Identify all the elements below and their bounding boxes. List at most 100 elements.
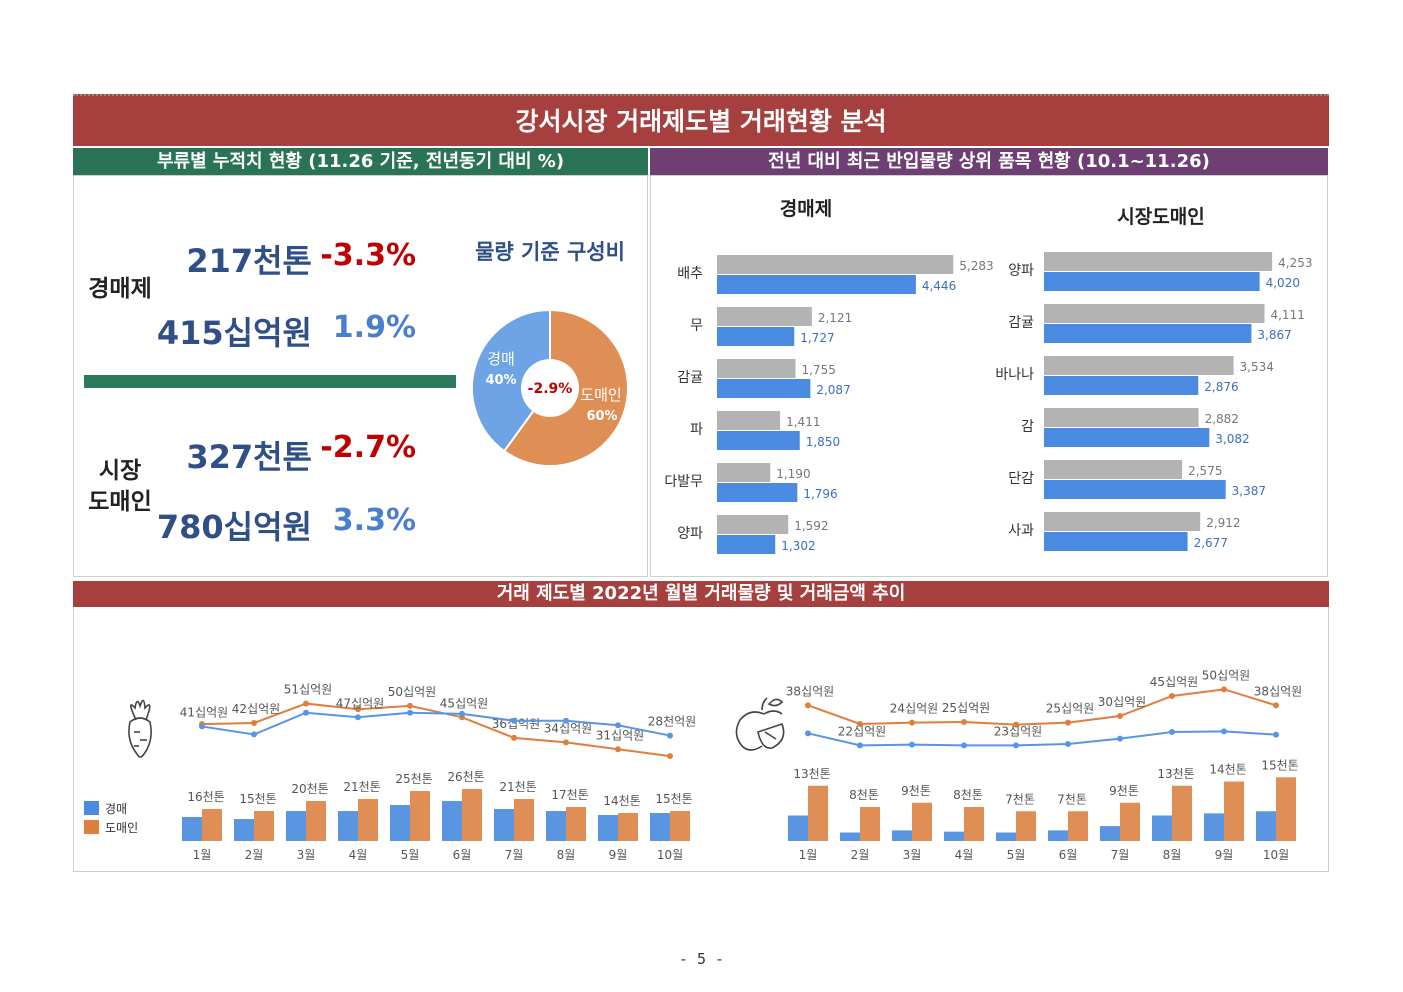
monthly-auction-bar (286, 811, 306, 841)
hbar-curr-bar (717, 483, 798, 502)
hbar-prev-bar (717, 411, 781, 430)
hbar-curr-bar (717, 535, 776, 554)
hbar-category-label: 감귤 (677, 370, 703, 386)
monthly-amount-label: 25십억원 (942, 701, 990, 715)
monthly-wholesale-bar (254, 811, 274, 841)
auction-label: 경매제 (88, 276, 152, 302)
hbar-prev-bar (717, 255, 954, 274)
monthly-auction-bar (442, 801, 462, 841)
monthly-auction-bar (338, 811, 358, 841)
monthly-auction-bar (840, 832, 860, 841)
monthly-axis-label: 3월 (297, 848, 316, 862)
monthly-volume-label: 21천톤 (343, 779, 380, 794)
hbar-value-label: 5,283 (959, 259, 993, 273)
monthly-amount-point (857, 742, 863, 749)
hbar-value-label: 1,592 (794, 519, 828, 533)
hbar-category-label: 양파 (677, 526, 703, 542)
hbar-category-label: 양파 (1008, 263, 1034, 279)
monthly-wholesale-bar (1172, 785, 1192, 841)
monthly-axis-label: 3월 (903, 848, 922, 862)
monthly-volume-label: 25천톤 (395, 771, 432, 786)
legend-swatch (84, 820, 99, 834)
monthly-wholesale-bar (410, 791, 430, 841)
monthly-amount-point (1065, 741, 1071, 747)
wholesale-label-line2: 도매인 (88, 489, 152, 515)
monthly-volume-label: 8천톤 (953, 787, 983, 802)
monthly-axis-label: 10월 (1263, 848, 1289, 862)
monthly-wholesale-bar (860, 807, 880, 841)
monthly-axis-label: 9월 (609, 848, 628, 862)
monthly-amount-point (563, 739, 569, 746)
monthly-volume-label: 7천톤 (1057, 791, 1087, 806)
monthly-axis-label: 1월 (193, 848, 212, 862)
monthly-auction-bar (996, 832, 1016, 841)
monthly-amount-point (667, 732, 673, 739)
monthly-wholesale-bar (202, 809, 222, 841)
monthly-amount-label: 45십억원 (440, 696, 488, 710)
hbar-value-label: 1,850 (806, 435, 840, 449)
monthly-amount-label: 38십억원 (1254, 684, 1302, 698)
monthly-axis-label: 6월 (1059, 848, 1078, 862)
monthly-axis-label: 1월 (799, 848, 818, 862)
monthly-wholesale-bar (1276, 777, 1296, 841)
monthly-volume-label: 21천톤 (499, 779, 536, 794)
legend-label: 경매 (105, 802, 127, 816)
hbar-value-label: 1,727 (800, 331, 834, 345)
cumulative-panel (73, 175, 648, 577)
hbar-value-label: 2,912 (1206, 516, 1240, 530)
monthly-amount-point (511, 717, 517, 724)
hbar-prev-bar (1044, 356, 1234, 375)
monthly-wholesale-bar (808, 785, 828, 841)
monthly-amount-label: 30십억원 (1098, 695, 1146, 709)
hbar-value-label: 1,411 (786, 415, 820, 429)
hbar-curr-bar (1044, 272, 1260, 291)
monthly-amount-point (563, 717, 569, 724)
hbar-curr-bar (1044, 480, 1226, 499)
carrot-icon (128, 699, 152, 758)
hbar-category-label: 다발무 (664, 474, 703, 490)
monthly-wholesale-amount-line (201, 702, 671, 758)
monthly-axis-label: 2월 (245, 848, 264, 862)
monthly-volume-label: 14천톤 (1209, 762, 1246, 777)
monthly-amount-label: 25십억원 (1046, 702, 1094, 716)
monthly-auction-bar (494, 809, 514, 841)
monthly-axis-label: 9월 (1215, 848, 1234, 862)
monthly-volume-label: 13천톤 (1157, 766, 1194, 781)
hbar-prev-bar (717, 515, 789, 534)
hbar-curr-bar (1044, 376, 1199, 395)
monthly-volume-label: 14천톤 (603, 793, 640, 808)
hbar-prev-bar (717, 307, 812, 326)
monthly-axis-label: 8월 (1163, 848, 1182, 862)
hbar-curr-bar (717, 275, 916, 294)
top-items-panel (650, 175, 1328, 577)
auction-volume-change: -3.3% (320, 238, 416, 273)
monthly-amount-point (355, 714, 361, 721)
monthly-axis-label: 4월 (955, 848, 974, 862)
monthly-auction-amount-line (807, 730, 1277, 747)
monthly-auction-bar (234, 819, 254, 841)
monthly-auction-bar (788, 815, 808, 841)
monthly-volume-label: 15천톤 (1261, 757, 1298, 772)
hbar-value-label: 1,302 (781, 539, 815, 553)
donut-wholesale-pct: 60% (586, 409, 617, 424)
donut-slice-wholesale (502, 308, 629, 467)
hbar-value-label: 4,446 (922, 279, 956, 293)
hbar-value-label: 2,876 (1204, 380, 1238, 394)
apple-icon (735, 697, 785, 751)
hbar-value-label: 4,020 (1266, 276, 1300, 290)
monthly-wholesale-bar (964, 807, 984, 841)
monthly-auction-bar (1256, 811, 1276, 841)
monthly-auction-bar (1048, 830, 1068, 841)
monthly-amount-point (1013, 742, 1019, 749)
hbar-category-label: 단감 (1008, 471, 1034, 487)
monthly-amount-point (407, 702, 413, 709)
monthly-amount-label: 38십억원 (786, 684, 834, 698)
monthly-amount-point (511, 734, 517, 741)
monthly-axis-label: 10월 (657, 848, 683, 862)
hbar-value-label: 4,111 (1270, 308, 1304, 322)
monthly-axis-label: 5월 (401, 848, 420, 862)
donut-center-label: -2.9% (528, 381, 573, 397)
monthly-auction-bar (944, 831, 964, 841)
